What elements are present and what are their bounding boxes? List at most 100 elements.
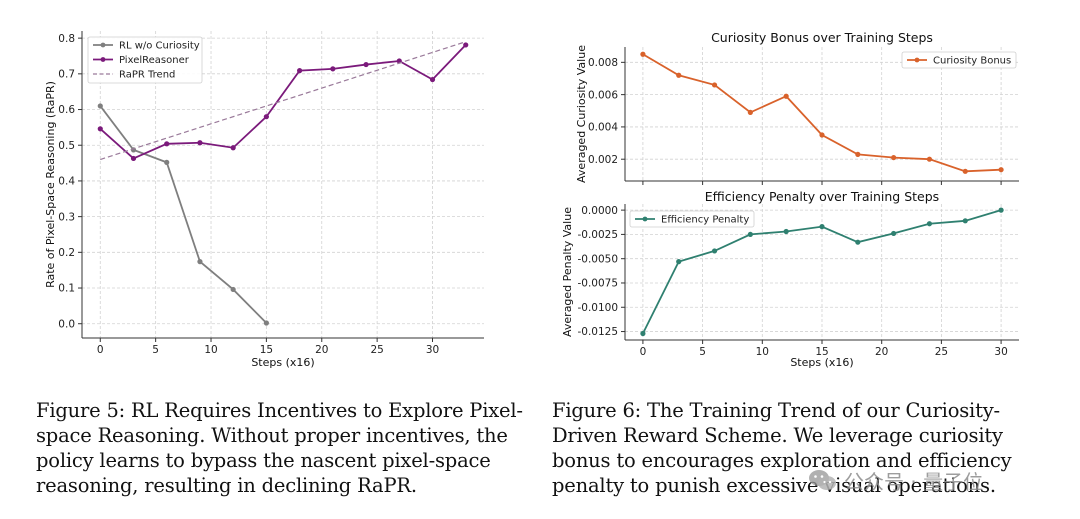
y-tick-label: 0.4 (58, 176, 75, 188)
data-point (819, 132, 825, 138)
x-tick-label: 0 (97, 344, 104, 356)
legend-label: RL w/o Curiosity (119, 41, 200, 52)
figure-6-text: The Training Trend of our Curiosity-Driv… (552, 399, 1012, 497)
x-tick-label: 25 (370, 344, 383, 356)
data-point (747, 231, 753, 238)
y-tick-label: 0.2 (58, 247, 75, 259)
x-tick-label: 30 (426, 344, 439, 356)
data-point (230, 145, 236, 151)
wechat-icon (809, 470, 836, 490)
data-point (998, 207, 1004, 213)
y-tick-label: 0.3 (58, 211, 75, 223)
y-tick-label: 0.8 (58, 33, 75, 45)
data-point (926, 156, 933, 162)
legend-marker (100, 42, 106, 48)
data-point (855, 151, 861, 157)
data-point (97, 126, 103, 132)
y-tick-label: -0.0125 (577, 326, 618, 338)
series-line-1 (99, 44, 467, 160)
data-point (711, 248, 718, 254)
legend-label: Efficiency Penalty (661, 215, 749, 226)
rapr-chart: 0 5 10 15 20 25 300.00.10.20.30.40.50.60.70.8 … (44, 31, 484, 369)
data-point (640, 51, 646, 57)
data-point (998, 167, 1004, 173)
curiosity-y-axis-label: Averaged Curiosity Value (575, 45, 588, 183)
data-point (197, 259, 203, 265)
data-point (640, 330, 646, 337)
penalty-x-axis-label: Steps (x16) (790, 356, 853, 369)
data-point (783, 93, 789, 99)
curiosity-chart-title: Curiosity Bonus over Training Steps (711, 30, 933, 45)
y-tick-label: -0.0050 (577, 253, 618, 265)
data-point (962, 218, 968, 224)
y-tick-label: 0.1 (58, 283, 75, 295)
data-point (962, 168, 968, 174)
x-tick-label: 30 (994, 346, 1007, 358)
x-tick-label: 10 (204, 344, 217, 356)
data-point (926, 221, 933, 227)
x-tick-label: 0 (640, 346, 647, 358)
legend-label: Curiosity Bonus (933, 56, 1011, 67)
y-tick-label: 0.0 (58, 318, 75, 330)
x-tick-label: 20 (875, 346, 888, 358)
data-point (676, 72, 682, 78)
figure-5-label: Figure 5: (36, 399, 126, 422)
penalty-y-axis-label: Averaged Penalty Value (561, 207, 574, 337)
data-point (97, 103, 103, 109)
y-tick-label: 0.002 (588, 154, 618, 166)
data-point (197, 140, 203, 146)
data-point (263, 114, 269, 120)
data-point (363, 61, 369, 68)
x-tick-label: 25 (935, 346, 948, 358)
y-tick-label: 0.5 (58, 140, 75, 152)
legend-marker (100, 57, 106, 62)
x-tick-label: 5 (152, 344, 159, 356)
data-point (130, 155, 137, 162)
data-point (783, 228, 789, 235)
x-tick-label: 15 (260, 344, 273, 356)
y-tick-label: 0.7 (58, 69, 75, 81)
x-tick-label: 15 (815, 346, 828, 358)
data-point (891, 230, 897, 237)
legend-marker (642, 216, 648, 222)
y-tick-label: 0.008 (588, 57, 618, 69)
watermark: 公众号 · 量子位 (808, 462, 1058, 498)
penalty-chart: Efficiency Penalty over Training Steps 0… (561, 189, 1019, 369)
data-point (164, 159, 170, 165)
y-tick-label: -0.0025 (577, 229, 618, 241)
data-point (463, 42, 469, 48)
curiosity-legend: Curiosity Bonus (901, 51, 1017, 69)
legend-box (901, 51, 1017, 69)
rapr-x-axis-label: Steps (x16) (251, 356, 314, 369)
data-point (855, 239, 861, 245)
data-point (891, 154, 897, 161)
legend-label: PixelReasoner (119, 55, 190, 66)
y-tick-label: 0.0000 (581, 205, 618, 217)
rapr-y-axis-label: Rate of Pixel-Space Reasoning (RaPR) (44, 81, 57, 288)
curiosity-chart: Curiosity Bonus over Training Steps 0.00… (575, 30, 1019, 185)
data-point (263, 320, 269, 326)
penalty-chart-title: Efficiency Penalty over Training Steps (705, 189, 939, 204)
y-tick-label: -0.0075 (577, 278, 618, 290)
data-point (747, 109, 753, 115)
penalty-legend: Efficiency Penalty (629, 210, 755, 228)
data-point (230, 286, 236, 293)
data-point (676, 259, 682, 265)
legend-label: RaPR Trend (119, 70, 175, 81)
x-tick-label: 20 (315, 344, 328, 356)
watermark-text: 公众号 · 量子位 (844, 469, 984, 494)
x-tick-label: 5 (699, 346, 706, 358)
figure-5-text: RL Requires Incentives to Explore Pixel-… (36, 399, 523, 497)
legend-box (87, 36, 203, 84)
legend-box (629, 210, 755, 228)
figure-6-label: Figure 6: (552, 399, 642, 422)
y-tick-label: 0.006 (588, 89, 618, 101)
y-tick-label: 0.6 (58, 104, 75, 116)
figure-charts: 0 5 10 15 20 25 300.00.10.20.30.40.50.60.70.8 … (44, 30, 1019, 369)
x-tick-label: 10 (756, 346, 769, 358)
data-point (429, 76, 436, 83)
data-point (297, 68, 303, 74)
figure-5-caption: Figure 5: RL Requires Incentives to Expl… (36, 398, 526, 498)
y-tick-label: -0.0100 (577, 302, 618, 314)
data-point (711, 82, 718, 88)
